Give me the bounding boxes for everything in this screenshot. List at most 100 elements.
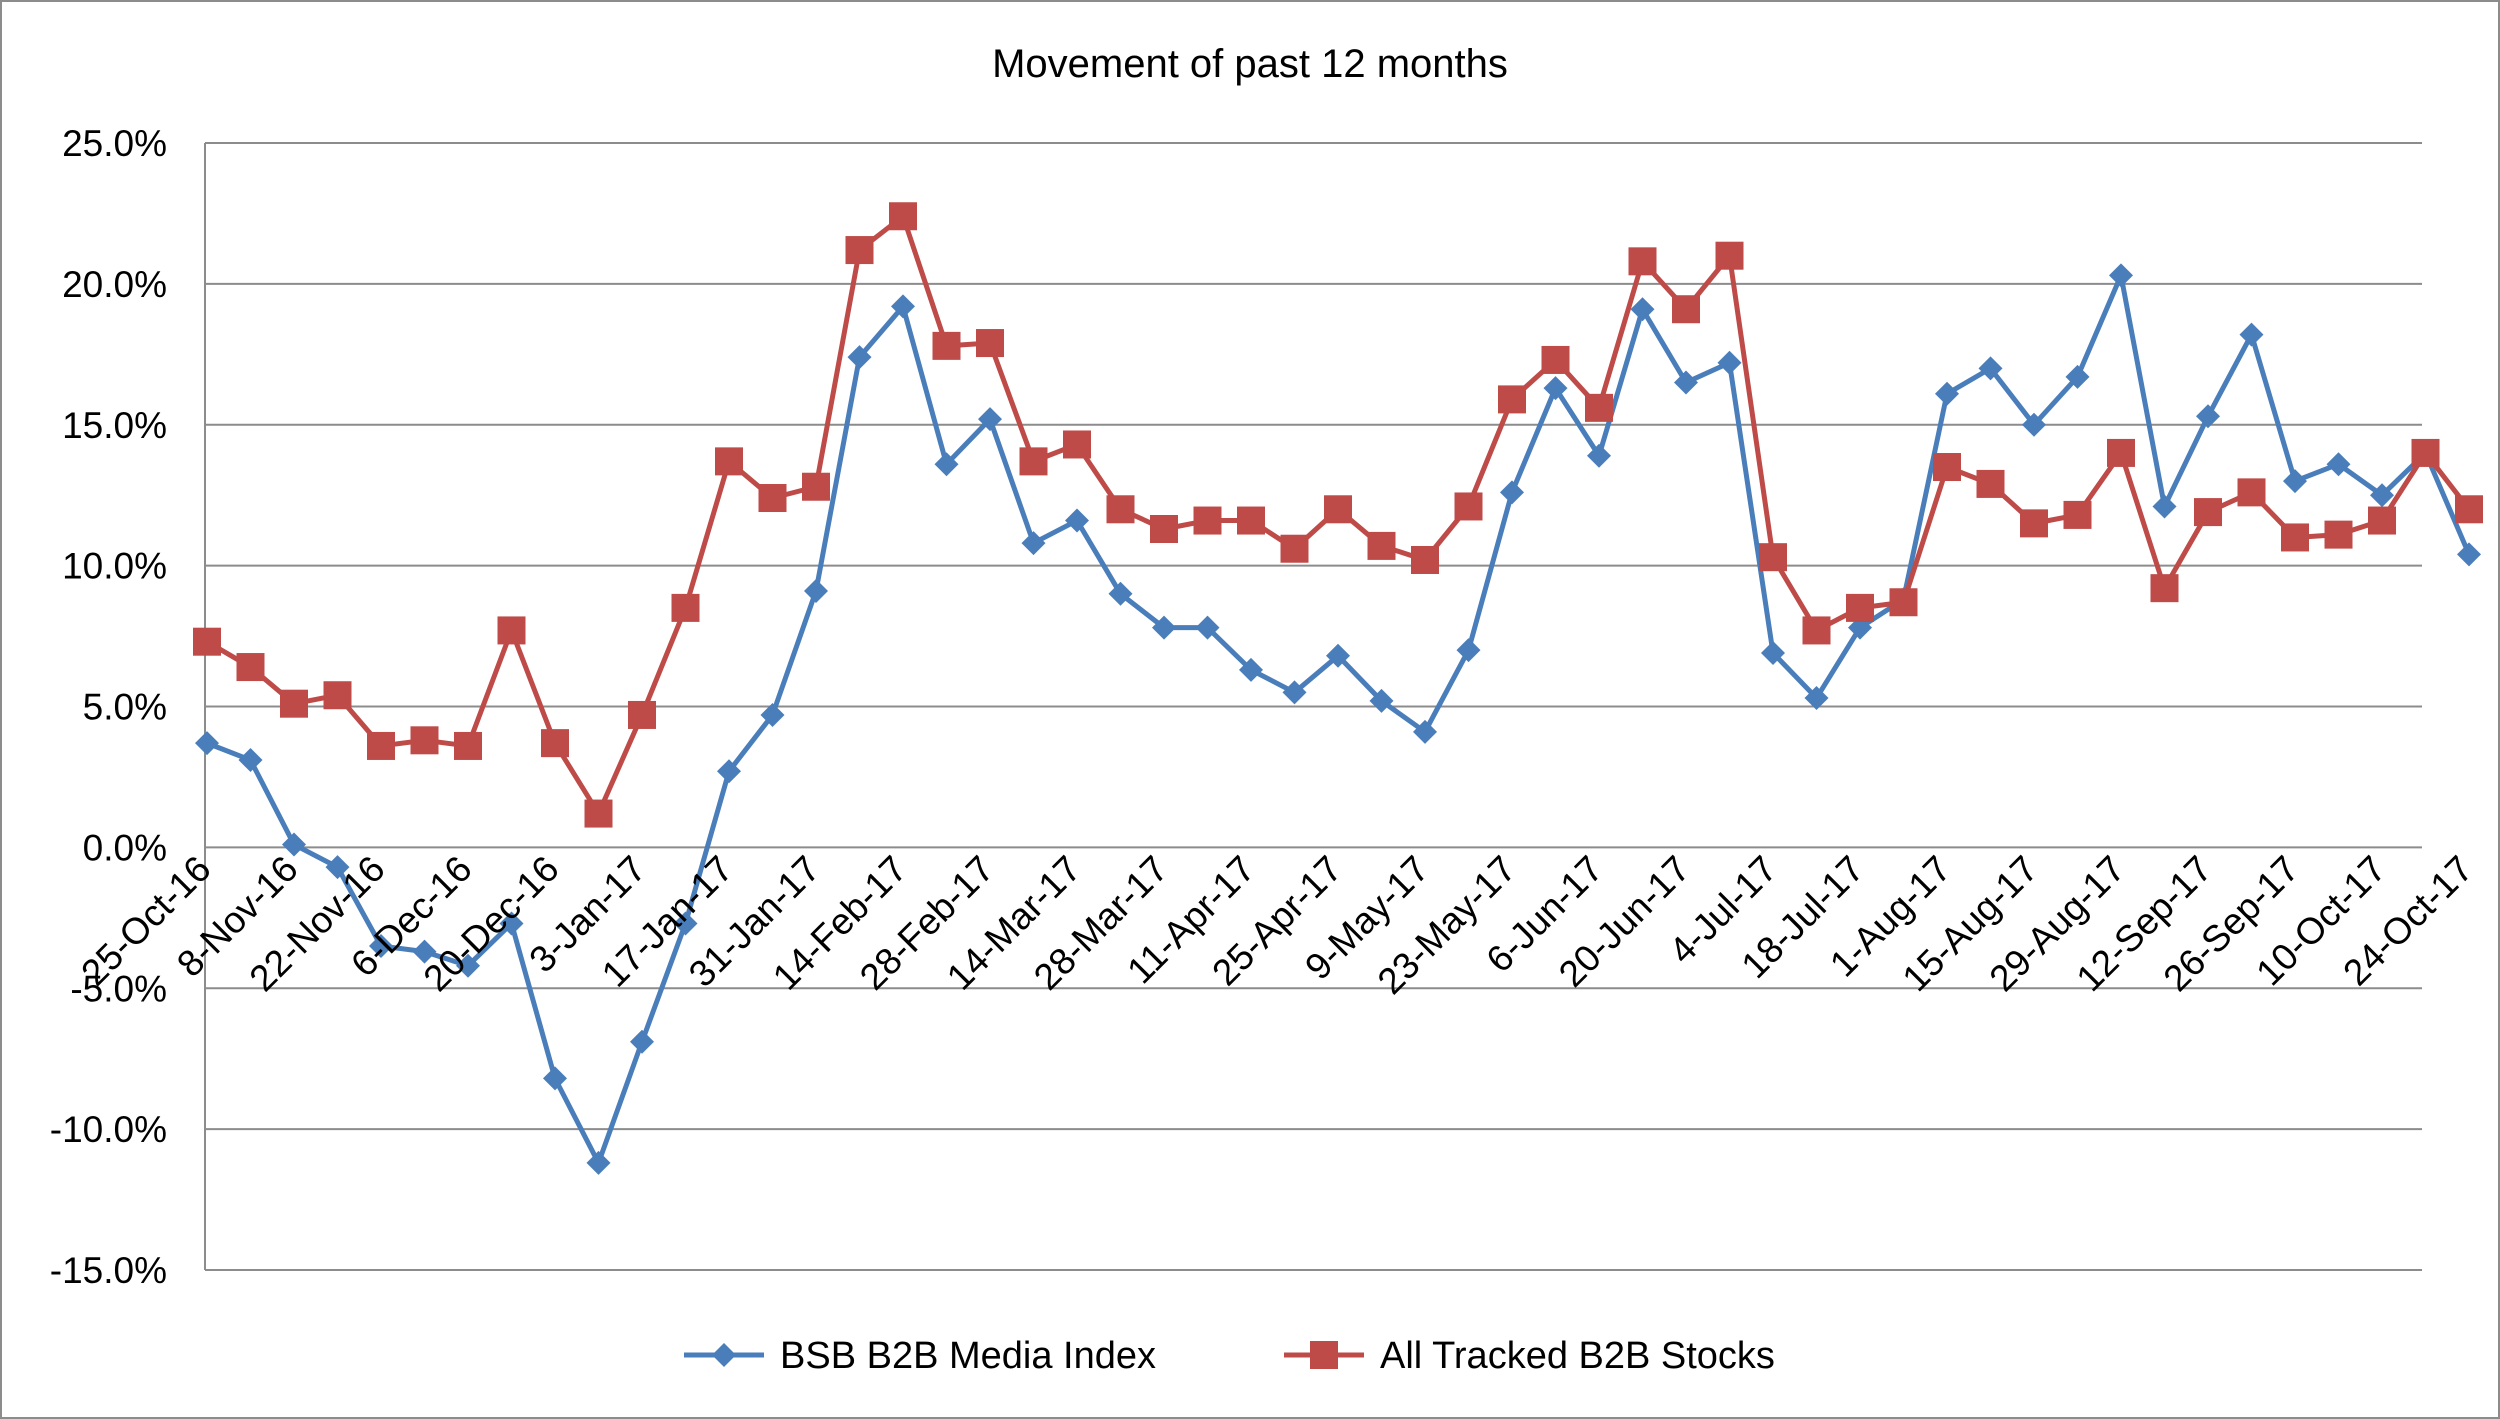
data-point [1063, 430, 1091, 459]
data-point [1411, 545, 1439, 574]
data-point [2150, 574, 2179, 603]
data-point [238, 748, 263, 773]
data-point [1456, 638, 1481, 663]
data-point [1280, 534, 1309, 563]
data-point [282, 832, 306, 857]
data-point [499, 911, 524, 936]
data-point [1717, 350, 1742, 375]
data-point [673, 911, 698, 936]
data-point [1065, 508, 1089, 533]
data-point [541, 729, 569, 758]
data-point [193, 627, 221, 656]
data-point [2283, 469, 2307, 494]
data-point [1239, 657, 1263, 682]
data-point [978, 407, 1002, 432]
data-point [586, 1150, 611, 1175]
data-point [323, 681, 352, 710]
data-point [454, 731, 482, 760]
data-point [2457, 542, 2481, 567]
data-point [671, 593, 700, 622]
data-point [1500, 480, 1524, 505]
data-point [2370, 483, 2394, 508]
data-point [1759, 543, 1787, 572]
data-point [1369, 688, 1394, 713]
y-tick-label: -5.0% [70, 968, 167, 1009]
data-point [2239, 322, 2264, 347]
data-point [2063, 500, 2092, 529]
data-point [1672, 295, 1700, 324]
data-point [1628, 247, 1657, 276]
data-point [1976, 469, 2005, 498]
legend-item-1: BSB B2B Media Index [684, 1335, 1156, 1377]
data-point [2411, 438, 2440, 467]
data-point [2065, 364, 2090, 389]
legend: BSB B2B Media Index All Tracked B2B Stock… [684, 1335, 1775, 1377]
data-point [367, 731, 395, 760]
y-tick-label: 10.0% [62, 546, 167, 587]
data-point [1846, 593, 1874, 622]
y-tick-label: 20.0% [62, 264, 167, 305]
data-point [2326, 452, 2351, 477]
series-1 [195, 263, 2481, 1175]
y-tick-label: 5.0% [83, 687, 167, 728]
data-point [1541, 345, 1570, 374]
data-point [1761, 640, 1785, 665]
data-point [932, 331, 961, 360]
data-point [1978, 356, 2003, 381]
data-point [584, 799, 613, 828]
data-point [2196, 404, 2220, 429]
data-point [2368, 506, 2396, 535]
data-point [1935, 381, 1959, 406]
data-point [802, 472, 830, 501]
data-point [1195, 615, 1220, 640]
data-point [1933, 453, 1961, 482]
data-point [1021, 531, 1046, 556]
data-point [1282, 680, 1307, 705]
legend-label: All Tracked B2B Stocks [1380, 1335, 1775, 1377]
data-point [2020, 509, 2048, 538]
data-point [410, 726, 439, 755]
chart-title: Movement of past 12 months [992, 42, 1508, 86]
data-point [2324, 520, 2353, 549]
data-point [280, 689, 308, 718]
data-point [1152, 615, 1176, 640]
data-point [715, 447, 743, 476]
data-point [2455, 495, 2483, 524]
series-2 [193, 202, 2483, 828]
data-point [1019, 447, 1048, 476]
data-point [1498, 385, 1526, 414]
data-point [2022, 412, 2046, 437]
y-tick-label: -10.0% [50, 1109, 167, 1150]
data-point [1585, 393, 1613, 422]
data-point [2152, 494, 2177, 519]
y-tick-label: 0.0% [83, 827, 167, 868]
data-point [236, 653, 265, 682]
data-point [758, 484, 787, 513]
data-point [1674, 370, 1698, 395]
data-point [369, 933, 393, 958]
data-point [1715, 241, 1744, 270]
data-point [2281, 523, 2309, 552]
data-point [934, 452, 959, 477]
data-point [1413, 719, 1437, 744]
data-point [325, 855, 350, 880]
data-point [1804, 686, 1829, 711]
series-layer [193, 202, 2483, 1175]
data-point [976, 329, 1004, 358]
data-point [847, 345, 872, 370]
data-point [1889, 588, 1918, 617]
y-tick-label: 15.0% [62, 405, 167, 446]
gridlines [204, 142, 2422, 1271]
data-point [630, 1029, 654, 1054]
data-point [1324, 495, 1352, 524]
y-tick-label: 25.0% [62, 123, 167, 164]
data-point [1106, 495, 1135, 524]
data-point [497, 616, 526, 645]
data-point [628, 700, 656, 729]
data-point [1326, 643, 1350, 668]
data-point [1108, 581, 1133, 606]
data-point [412, 939, 437, 964]
y-tick-label: -15.0% [50, 1250, 167, 1291]
legend-item-2: All Tracked B2B Stocks [1284, 1335, 1775, 1377]
